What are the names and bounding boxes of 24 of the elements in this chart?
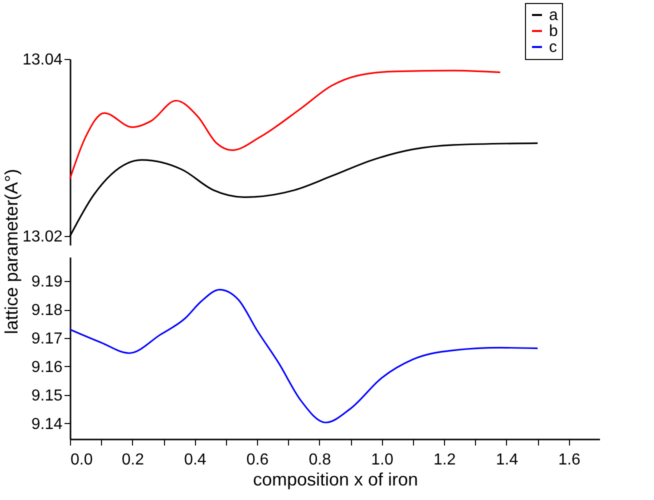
- y-tick-label: 9.18: [31, 302, 63, 320]
- y-tick-label: 9.15: [31, 387, 63, 404]
- x-tick-label: 0.6: [246, 452, 269, 468]
- x-axis-title: composition x of iron: [252, 470, 418, 490]
- legend-label: b: [549, 23, 558, 40]
- y-tick-label: 13.02: [22, 228, 63, 246]
- legend-label: a: [549, 7, 558, 24]
- x-tick-label: 1.2: [433, 452, 456, 468]
- x-tick-label: 0.2: [122, 452, 144, 468]
- y-tick-label: 9.14: [31, 416, 63, 433]
- x-tick-label: 0.8: [308, 452, 332, 468]
- line-series: [69, 288, 538, 424]
- x-tick-label: 0.4: [184, 452, 206, 468]
- y-tick-label: 9.19: [31, 274, 63, 291]
- x-tick-label: 0.0: [70, 452, 93, 468]
- y-tick-label: 13.04: [22, 52, 63, 68]
- x-tick-label: 1.0: [371, 452, 394, 468]
- x-tick-label: 1.6: [558, 452, 581, 468]
- y-axis-title: lattice parameter(A°): [1, 168, 22, 334]
- y-tick-label: 9.17: [31, 330, 63, 348]
- x-tick-label: 1.4: [496, 452, 518, 468]
- line-series: [69, 70, 502, 180]
- y-tick-label: 9.16: [31, 358, 63, 376]
- legend-label: c: [549, 39, 557, 56]
